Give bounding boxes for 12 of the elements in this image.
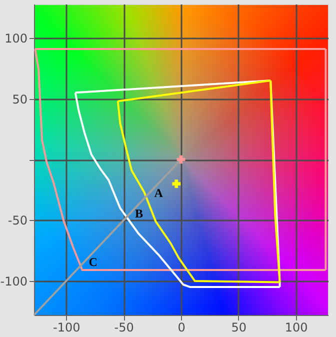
x-tick-label: 0 [178, 320, 186, 334]
x-tick-label: 100 [284, 320, 308, 334]
x-tick-label: -100 [53, 320, 80, 334]
x-tick-label: 50 [231, 320, 247, 334]
y-tick-label: 50 [12, 92, 28, 106]
y-tick-label: -50 [8, 214, 28, 228]
y-tick-label: 100 [4, 32, 28, 46]
annotation: B [135, 206, 144, 221]
annotation: A [154, 186, 164, 200]
x-tick-label: -50 [114, 320, 134, 334]
annotation: C [88, 255, 98, 270]
y-tick-label: -100 [0, 274, 28, 288]
